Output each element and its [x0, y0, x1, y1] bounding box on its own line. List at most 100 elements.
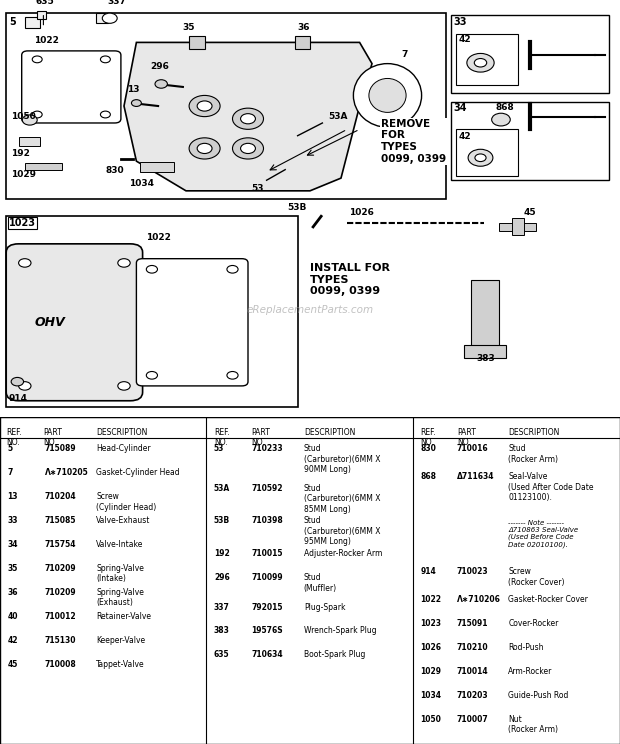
Circle shape — [189, 138, 220, 159]
Circle shape — [32, 111, 42, 118]
Text: 1022: 1022 — [34, 36, 59, 45]
Text: 34: 34 — [7, 540, 18, 549]
Text: INSTALL FOR
TYPES
0099, 0399: INSTALL FOR TYPES 0099, 0399 — [310, 263, 390, 296]
Bar — [451, 15, 609, 93]
Bar — [37, 10, 46, 19]
Text: Valve-Intake: Valve-Intake — [96, 540, 143, 549]
Text: 53B: 53B — [287, 203, 306, 212]
Text: 53: 53 — [214, 444, 224, 453]
Text: 33: 33 — [454, 17, 467, 27]
Text: 710203: 710203 — [457, 690, 489, 699]
Text: 53A: 53A — [214, 484, 230, 493]
Text: PART
NO.: PART NO. — [251, 428, 270, 447]
Bar — [189, 36, 205, 49]
Text: 337: 337 — [107, 0, 126, 7]
Bar — [456, 34, 518, 85]
Text: OHV: OHV — [34, 315, 65, 329]
Text: 42: 42 — [459, 35, 471, 44]
Text: 914: 914 — [9, 394, 28, 403]
Text: 192: 192 — [214, 549, 229, 558]
Text: Adjuster-Rocker Arm: Adjuster-Rocker Arm — [304, 549, 382, 558]
Text: 710233: 710233 — [251, 444, 283, 453]
Text: Screw
(Rocker Cover): Screw (Rocker Cover) — [508, 567, 565, 586]
Text: Retainer-Valve: Retainer-Valve — [96, 612, 151, 620]
FancyBboxPatch shape — [6, 244, 143, 401]
Text: REF.
NO.: REF. NO. — [214, 428, 229, 447]
Text: 13: 13 — [127, 85, 140, 94]
Circle shape — [232, 108, 264, 129]
Text: 868: 868 — [496, 103, 515, 112]
Bar — [294, 36, 310, 49]
Text: 5: 5 — [7, 444, 12, 453]
Circle shape — [227, 371, 238, 379]
Text: 715130: 715130 — [45, 635, 76, 644]
Text: 710099: 710099 — [251, 573, 283, 582]
Text: 710015: 710015 — [251, 549, 283, 558]
Text: Stud
(Muffler): Stud (Muffler) — [304, 573, 337, 592]
Text: 1026: 1026 — [420, 643, 441, 652]
Text: 710209: 710209 — [45, 564, 76, 573]
Text: 296: 296 — [214, 573, 229, 582]
Circle shape — [118, 259, 130, 267]
Bar — [456, 129, 518, 176]
Text: 1050: 1050 — [11, 112, 36, 121]
Circle shape — [232, 138, 264, 159]
Circle shape — [241, 144, 255, 153]
Text: Λ∗710205: Λ∗710205 — [45, 469, 89, 478]
Text: 34: 34 — [454, 103, 467, 113]
Text: Screw
(Cylinder Head): Screw (Cylinder Head) — [96, 493, 156, 512]
Text: 710023: 710023 — [457, 567, 489, 576]
Text: 296: 296 — [151, 62, 169, 71]
Text: 710210: 710210 — [457, 643, 489, 652]
Text: Λ∗710206: Λ∗710206 — [457, 595, 501, 604]
Text: 1023: 1023 — [420, 619, 441, 628]
Text: Spring-Valve
(Exhaust): Spring-Valve (Exhaust) — [96, 588, 144, 607]
Text: 1022: 1022 — [420, 595, 441, 604]
Text: 383: 383 — [214, 626, 230, 635]
Text: 710012: 710012 — [45, 612, 76, 620]
Text: Valve-Exhaust: Valve-Exhaust — [96, 516, 151, 525]
Bar — [19, 137, 40, 147]
Text: 715091: 715091 — [457, 619, 489, 628]
Text: ------- Note -------
Δ710863 Seal-Valve
(Used Before Code
Date 02010100).: ------- Note ------- Δ710863 Seal-Valve … — [508, 520, 578, 548]
Text: PART
NO.: PART NO. — [43, 428, 62, 447]
Bar — [499, 222, 536, 231]
Text: 792015: 792015 — [251, 603, 283, 612]
Text: 53B: 53B — [214, 516, 230, 525]
Circle shape — [22, 115, 37, 125]
Circle shape — [102, 13, 117, 23]
Bar — [451, 102, 609, 180]
Bar — [25, 163, 62, 170]
Text: Nut
(Rocker Arm): Nut (Rocker Arm) — [508, 714, 559, 734]
Circle shape — [118, 382, 130, 390]
Text: eReplacementParts.com: eReplacementParts.com — [246, 304, 374, 315]
Circle shape — [197, 144, 212, 153]
Text: 710007: 710007 — [457, 714, 489, 723]
Text: 868: 868 — [420, 472, 436, 481]
Text: 36: 36 — [298, 23, 310, 32]
Text: Δ711634: Δ711634 — [457, 472, 494, 481]
Circle shape — [146, 371, 157, 379]
Text: Rod-Push: Rod-Push — [508, 643, 544, 652]
Circle shape — [492, 113, 510, 126]
Text: Stud
(Carburetor)(6MM X
85MM Long): Stud (Carburetor)(6MM X 85MM Long) — [304, 484, 380, 513]
Text: 7: 7 — [401, 51, 407, 60]
Text: 1029: 1029 — [11, 170, 36, 179]
Bar — [512, 219, 524, 235]
Circle shape — [131, 100, 141, 106]
Text: Stud
(Carburetor)(6MM X
95MM Long): Stud (Carburetor)(6MM X 95MM Long) — [304, 516, 380, 546]
Text: 45: 45 — [524, 208, 536, 217]
Circle shape — [155, 80, 167, 89]
Text: DESCRIPTION: DESCRIPTION — [304, 428, 355, 437]
Text: 715089: 715089 — [45, 444, 76, 453]
Text: Tappet-Valve: Tappet-Valve — [96, 659, 144, 669]
Circle shape — [474, 59, 487, 67]
Text: Gasket-Rocker Cover: Gasket-Rocker Cover — [508, 595, 588, 604]
Ellipse shape — [353, 63, 422, 127]
Text: 1029: 1029 — [420, 667, 441, 676]
Text: 337: 337 — [214, 603, 230, 612]
Text: 35: 35 — [183, 23, 195, 32]
Circle shape — [100, 111, 110, 118]
Bar — [471, 280, 499, 347]
Text: 383: 383 — [477, 354, 495, 363]
